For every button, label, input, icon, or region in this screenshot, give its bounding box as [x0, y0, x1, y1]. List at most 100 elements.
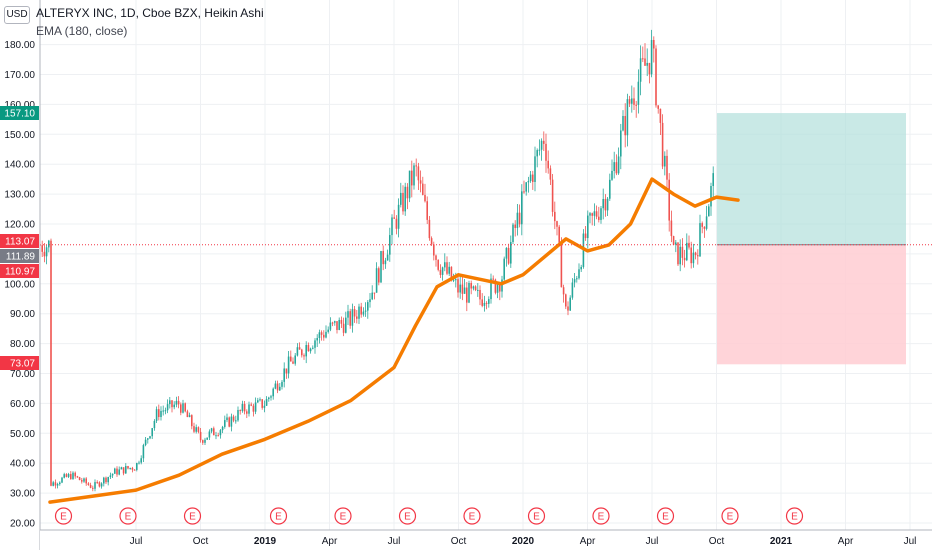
currency-button[interactable]: USD — [4, 6, 30, 24]
candle-body — [492, 278, 494, 280]
candle-body — [417, 166, 420, 181]
earnings-marker[interactable]: E — [183, 507, 202, 525]
candle-body — [182, 403, 184, 413]
candle-body — [285, 368, 288, 374]
candle-body — [433, 244, 435, 256]
earnings-marker[interactable]: E — [54, 507, 73, 525]
candle-body — [371, 292, 373, 300]
candle-body — [677, 242, 679, 265]
candle-body — [215, 435, 217, 437]
earnings-marker[interactable]: E — [119, 507, 137, 525]
x-tick-label: 2019 — [254, 536, 277, 547]
candle-body — [353, 309, 356, 317]
earnings-marker[interactable]: E — [398, 507, 417, 525]
candle-body — [261, 399, 263, 408]
candle-body — [175, 400, 178, 405]
candle-body — [367, 302, 369, 311]
candle-body — [290, 356, 292, 362]
candle-body — [576, 278, 578, 280]
candle-body — [177, 400, 180, 405]
candle-body — [578, 269, 580, 279]
symbol-title[interactable]: ALTERYX INC, 1D, Cboe BZX, Heikin Ashi — [36, 6, 264, 20]
candle-body — [292, 361, 294, 364]
earnings-marker[interactable]: E — [334, 507, 352, 525]
earnings-label: E — [598, 512, 605, 523]
candle-body — [705, 216, 708, 229]
candle-body — [239, 410, 241, 412]
candle-body — [558, 226, 560, 245]
earnings-marker[interactable]: E — [592, 507, 610, 525]
candle-body — [653, 39, 655, 49]
time-axis[interactable] — [40, 530, 932, 550]
candle-body — [204, 439, 206, 443]
candle-body — [279, 386, 281, 391]
candle-body — [358, 306, 360, 319]
candle-body — [611, 170, 613, 180]
candle-body — [320, 332, 323, 335]
x-tick-label: Jul — [130, 536, 143, 547]
profit-zone[interactable] — [717, 113, 906, 245]
candle-body — [301, 349, 303, 356]
candle-body — [457, 279, 459, 293]
y-tick-label: 100.00 — [4, 279, 35, 290]
candle-body — [98, 482, 101, 487]
candle-body — [529, 174, 532, 182]
candle-body — [373, 292, 376, 294]
x-tick-label: Oct — [451, 536, 467, 547]
x-tick-label: Oct — [193, 536, 209, 547]
candle-body — [138, 462, 140, 464]
candle-body — [314, 340, 316, 348]
candle-body — [507, 247, 510, 264]
candle-body — [303, 355, 305, 357]
candle-body — [474, 286, 477, 291]
candle-body — [444, 262, 446, 268]
candle-body — [534, 156, 536, 182]
candle-body — [129, 467, 131, 469]
price-badge-label: 113.07 — [5, 237, 35, 248]
candle-body — [378, 268, 380, 283]
candle-body — [490, 278, 492, 300]
candle-body — [650, 39, 653, 75]
earnings-marker[interactable]: E — [656, 507, 675, 525]
candle-body — [272, 388, 274, 397]
earnings-marker[interactable]: E — [721, 507, 739, 525]
candle-body — [63, 474, 65, 478]
indicator-legend[interactable]: EMA (180, close) — [36, 24, 128, 38]
candle-body — [560, 244, 563, 288]
candle-body — [338, 319, 340, 330]
candle-body — [199, 431, 202, 441]
ema-line[interactable] — [48, 177, 740, 504]
candle-body — [591, 213, 593, 216]
candle-body — [494, 279, 497, 293]
loss-zone[interactable] — [717, 244, 906, 365]
candle-body — [446, 262, 448, 274]
earnings-label: E — [125, 512, 132, 523]
candle-body — [466, 287, 468, 303]
candle-body — [413, 165, 415, 186]
candle-body — [628, 99, 631, 104]
candle-body — [111, 473, 114, 476]
candle-body — [340, 319, 343, 324]
x-tick-label: Oct — [709, 536, 725, 547]
candle-body — [142, 445, 145, 459]
y-tick-label: 40.00 — [10, 459, 35, 470]
earnings-marker[interactable]: E — [527, 507, 546, 525]
earnings-marker[interactable]: E — [785, 507, 804, 525]
candle-body — [664, 155, 666, 167]
earnings-circle — [592, 507, 610, 525]
earnings-marker[interactable]: E — [463, 507, 481, 525]
y-tick-label: 30.00 — [10, 489, 35, 500]
candle-body — [83, 478, 85, 482]
candle-body — [116, 468, 118, 475]
candle-body — [686, 242, 688, 261]
candle-body — [184, 403, 186, 412]
earnings-marker[interactable]: E — [269, 507, 288, 525]
candle-body — [96, 482, 98, 484]
candle-body — [155, 409, 158, 421]
x-tick-label: 2021 — [770, 536, 793, 547]
candle-body — [283, 368, 285, 382]
candle-body — [67, 474, 70, 477]
candle-body — [230, 416, 233, 427]
candle-body — [241, 403, 244, 411]
